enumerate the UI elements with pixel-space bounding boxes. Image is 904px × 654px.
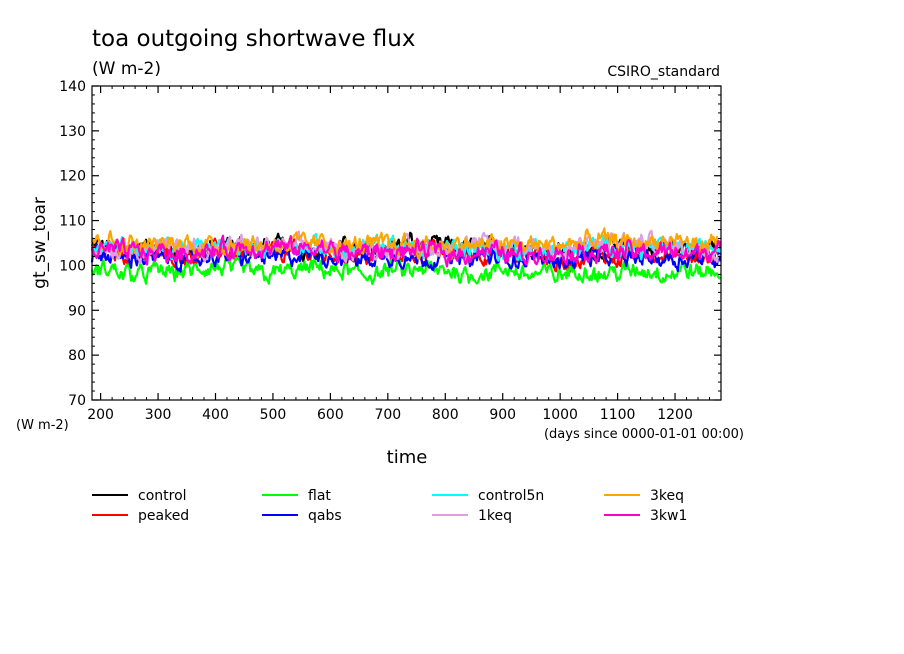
legend-label-3keq: 3keq bbox=[650, 488, 684, 504]
legend-label-control5n: control5n bbox=[478, 488, 544, 504]
x-tick-label: 900 bbox=[489, 407, 516, 423]
series-line-flat bbox=[90, 255, 722, 285]
y-tick-label: 100 bbox=[59, 258, 86, 274]
legend-label-flat: flat bbox=[308, 488, 331, 504]
source-label: CSIRO_standard bbox=[607, 64, 720, 80]
x-tick-label: 700 bbox=[374, 407, 401, 423]
x-units-label: (days since 0000-01-01 00:00) bbox=[544, 427, 744, 442]
x-tick-label: 1100 bbox=[600, 407, 636, 423]
chart-subtitle: (W m-2) bbox=[92, 59, 161, 79]
legend-label-control: control bbox=[138, 488, 187, 504]
x-axis-label: time bbox=[387, 447, 428, 468]
y-tick-label: 120 bbox=[59, 169, 86, 185]
x-tick-label: 800 bbox=[432, 407, 459, 423]
series-line-qabs bbox=[90, 242, 722, 273]
x-tick-label: 400 bbox=[202, 407, 229, 423]
x-tick-label: 200 bbox=[87, 407, 114, 423]
y-tick-label: 110 bbox=[59, 214, 86, 230]
x-tick-label: 1200 bbox=[657, 407, 693, 423]
legend: control peaked flat qabs control5n 1keq 3keq 3k… bbox=[92, 488, 687, 524]
x-tick-label: 1000 bbox=[542, 407, 578, 423]
legend-label-peaked: peaked bbox=[138, 508, 189, 524]
y-tick-label: 80 bbox=[68, 348, 86, 364]
y-tick-label: 90 bbox=[68, 303, 86, 319]
x-tick-label: 600 bbox=[317, 407, 344, 423]
chart-title: toa outgoing shortwave flux bbox=[92, 26, 415, 52]
y-tick-label: 130 bbox=[59, 124, 86, 140]
x-tick-label: 300 bbox=[145, 407, 172, 423]
legend-label-qabs: qabs bbox=[308, 508, 342, 524]
x-tick-label: 500 bbox=[260, 407, 287, 423]
y-tick-label: 140 bbox=[59, 79, 86, 95]
series-line-3kw1 bbox=[90, 234, 722, 268]
y-units-label: (W m-2) bbox=[16, 418, 69, 433]
plot-frame bbox=[91, 85, 722, 401]
y-tick-label: 70 bbox=[68, 393, 86, 409]
y-axis-label: gt_sw_toar bbox=[30, 197, 50, 289]
legend-label-1keq: 1keq bbox=[478, 508, 512, 524]
plot-area: 70 80 90 100 110 120 130 140 200 300 400 500 600 700 8… bbox=[59, 79, 722, 423]
legend-label-3kw1: 3kw1 bbox=[650, 508, 687, 524]
